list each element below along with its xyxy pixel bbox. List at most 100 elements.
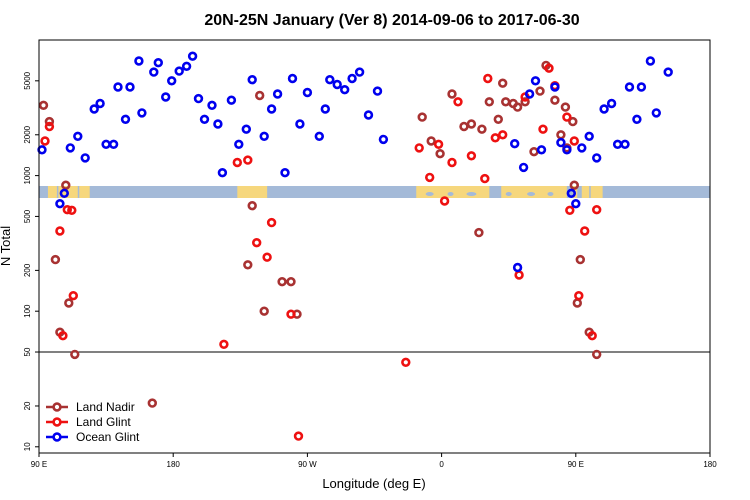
data-point-ocean-glint [199, 114, 210, 125]
data-point-ocean-glint [556, 137, 566, 148]
legend-marker [52, 432, 62, 442]
data-point-land-nadir [575, 254, 585, 265]
data-point-ocean-glint [89, 104, 99, 114]
data-point-land-glint [591, 205, 602, 215]
data-point-land-nadir [569, 180, 579, 190]
map-land [79, 186, 90, 198]
y-tick-label: 10 [23, 442, 32, 451]
data-point-ocean-glint [524, 89, 535, 99]
y-tick-label: 200 [23, 263, 32, 277]
map-inlet [466, 192, 477, 196]
data-point-land-nadir [243, 260, 253, 270]
x-axis-label: Longitude (deg E) [322, 476, 425, 491]
data-point-ocean-glint [213, 119, 223, 129]
data-point-land-glint [262, 252, 272, 262]
data-point-land-nadir [484, 97, 494, 107]
data-point-land-nadir [556, 130, 566, 140]
data-point-land-glint [62, 205, 73, 215]
x-axis: 90 E 180 90 W 0 90 E 180 [31, 453, 717, 469]
data-point-ocean-glint [510, 139, 520, 149]
data-point-ocean-glint [95, 98, 105, 109]
data-point-ocean-glint [247, 74, 257, 85]
data-point-land-glint [466, 151, 477, 161]
legend-label: Land Glint [76, 415, 131, 429]
data-point-ocean-glint [530, 76, 541, 86]
data-point-land-nadir [61, 180, 71, 190]
data-point-ocean-glint [347, 73, 357, 84]
data-point-ocean-glint [320, 104, 330, 114]
data-point-ocean-glint [591, 153, 602, 163]
map-inlet [547, 192, 554, 196]
map-inlet [505, 192, 512, 196]
data-point-ocean-glint [287, 73, 298, 84]
data-point-ocean-glint [101, 139, 111, 150]
data-point-land-glint [538, 124, 548, 134]
data-point-ocean-glint [65, 143, 76, 153]
legend-marker [52, 417, 62, 427]
data-point-land-nadir [474, 227, 484, 238]
data-point-land-nadir [498, 78, 508, 88]
y-tick-label: 50 [23, 347, 32, 356]
x-tick-label: 0 [439, 460, 444, 469]
data-point-land-glint [453, 97, 463, 107]
data-points [37, 51, 673, 441]
data-point-land-glint [44, 121, 55, 132]
data-point-ocean-glint [217, 168, 228, 178]
data-point-land-glint [498, 130, 508, 140]
data-point-ocean-glint [120, 114, 131, 125]
data-point-land-glint [252, 238, 262, 248]
data-point-land-nadir [535, 86, 545, 96]
data-point-land-glint [67, 205, 77, 216]
data-point-land-glint [40, 136, 50, 146]
data-point-land-nadir [38, 100, 49, 111]
data-point-ocean-glint [512, 262, 523, 273]
x-tick-label: 90 E [31, 460, 47, 469]
data-point-ocean-glint [624, 82, 635, 92]
data-point-land-glint [579, 226, 590, 236]
legend-label: Land Nadir [76, 400, 135, 414]
data-point-land-glint [219, 339, 229, 349]
map-land [581, 186, 590, 198]
data-point-ocean-glint [651, 108, 661, 118]
data-point-ocean-glint [193, 93, 204, 104]
data-point-land-nadir [560, 102, 571, 112]
data-point-ocean-glint [125, 82, 135, 92]
data-point-ocean-glint [636, 82, 647, 92]
data-point-ocean-glint [332, 79, 342, 90]
data-point-ocean-glint [632, 114, 642, 125]
y-tick-label: 500 [23, 209, 32, 223]
data-point-ocean-glint [536, 145, 547, 155]
data-point-ocean-glint [113, 82, 123, 92]
data-point-land-nadir [466, 119, 477, 129]
data-point-ocean-glint [280, 168, 290, 178]
data-point-ocean-glint [372, 86, 383, 96]
data-point-ocean-glint [174, 66, 184, 76]
legend-label: Ocean Glint [76, 430, 140, 444]
data-point-ocean-glint [149, 67, 159, 77]
data-point-ocean-glint [363, 110, 374, 120]
data-point-ocean-glint [340, 84, 350, 95]
y-axis: 10 20 50 100 200 500 1000 2000 5000 [23, 71, 39, 451]
data-point-ocean-glint [295, 119, 305, 129]
x-tick-label: 90 E [568, 460, 584, 469]
data-point-land-nadir [50, 254, 61, 265]
data-point-land-nadir [435, 149, 445, 159]
data-point-ocean-glint [566, 188, 576, 199]
data-point-ocean-glint [584, 131, 594, 142]
data-point-land-nadir [286, 277, 296, 287]
data-point-ocean-glint [259, 131, 269, 142]
data-point-land-nadir [550, 95, 560, 105]
data-point-ocean-glint [518, 162, 529, 173]
data-point-ocean-glint [59, 188, 70, 199]
data-point-land-glint [490, 133, 500, 143]
data-point-land-glint [562, 112, 572, 122]
data-point-land-nadir [64, 298, 74, 308]
data-point-land-glint [447, 157, 457, 168]
data-point-land-glint [569, 136, 579, 146]
data-point-ocean-glint [55, 199, 65, 209]
data-point-land-glint [439, 196, 450, 206]
data-point-ocean-glint [562, 145, 572, 155]
data-point-ocean-glint [73, 131, 83, 142]
data-point-land-glint [480, 173, 490, 184]
